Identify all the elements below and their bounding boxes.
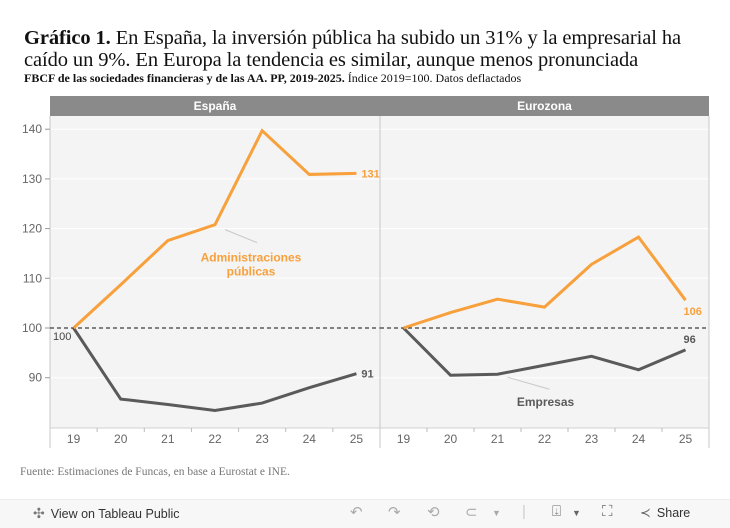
title-text: En España, la inversión pública ha subid… xyxy=(24,27,682,71)
x-tick-label: 24 xyxy=(303,432,317,446)
source-note: Fuente: Estimaciones de Funcas, en base … xyxy=(20,466,290,478)
share-button[interactable]: ≺ Share xyxy=(640,505,690,521)
tableau-logo-icon: ✣ xyxy=(33,505,45,521)
x-tick-label: 22 xyxy=(538,432,552,446)
refresh-dropdown-icon[interactable]: ▼ xyxy=(492,508,501,518)
panel-header xyxy=(50,96,380,116)
view-on-tableau-link[interactable]: ✣ View on Tableau Public xyxy=(33,505,180,522)
share-icon: ≺ xyxy=(640,505,651,520)
y-tick-label: 110 xyxy=(23,271,42,285)
tableau-toolbar: ✣ View on Tableau Public ↶ ↷ ⟲ ⊂ ▼ | ⍗ ▼… xyxy=(0,499,730,528)
panel-header xyxy=(380,96,709,116)
y-tick-label: 130 xyxy=(22,172,42,186)
annotation-leader-line xyxy=(224,229,258,244)
end-value-label: 96 xyxy=(684,334,696,346)
series-annotation-label: Administraciones xyxy=(201,251,302,265)
end-value-label: 91 xyxy=(361,369,373,381)
x-tick-label: 21 xyxy=(491,432,505,446)
x-tick-label: 20 xyxy=(114,432,128,446)
toolbar-divider: | xyxy=(522,503,526,520)
series-annotation-label: públicas xyxy=(227,265,276,279)
fullscreen-icon[interactable]: ⛶ xyxy=(602,503,613,520)
chart-subtitle: FBCF de las sociedades financieras y de … xyxy=(24,71,714,85)
x-tick-label: 22 xyxy=(208,432,222,446)
chart-title: Gráfico 1. En España, la inversión públi… xyxy=(24,27,714,71)
subtitle-text: Índice 2019=100. Datos deflactados xyxy=(344,71,522,85)
title-bold: Gráfico 1. xyxy=(24,27,111,49)
download-icon[interactable]: ⍗ xyxy=(552,503,562,520)
series-line-empresas xyxy=(72,327,357,413)
x-tick-label: 21 xyxy=(161,432,175,446)
series-annotation-label: Empresas xyxy=(517,395,575,409)
x-tick-label: 20 xyxy=(444,432,458,446)
series-line-empresas xyxy=(402,326,687,377)
start-value-label: 100 xyxy=(53,331,71,343)
subtitle-bold: FBCF de las sociedades financieras y de … xyxy=(24,71,345,85)
plot-pane xyxy=(380,116,709,428)
end-value-label: 131 xyxy=(361,168,379,180)
chart-area: España 19 20 21 22 23 24 25 90 100 110 120 130 140 91 1… xyxy=(22,96,710,448)
share-label: Share xyxy=(656,506,691,520)
panel-header-label: España xyxy=(194,99,237,113)
end-value-label: 106 xyxy=(684,306,702,318)
chart-title-block: Gráfico 1. En España, la inversión públi… xyxy=(24,27,714,85)
undo-icon[interactable]: ↶ xyxy=(350,504,363,521)
y-tick-label: 90 xyxy=(29,371,43,385)
redo-icon[interactable]: ↷ xyxy=(388,504,401,521)
x-tick-label: 19 xyxy=(67,432,81,446)
series-line-administraciones xyxy=(72,128,357,330)
view-on-tableau-label: View on Tableau Public xyxy=(50,506,180,521)
revert-icon[interactable]: ⟲ xyxy=(427,504,440,521)
y-tick-label: 140 xyxy=(22,122,42,136)
refresh-icon[interactable]: ⊂ xyxy=(465,504,478,521)
y-tick-label: 120 xyxy=(22,222,42,236)
x-tick-label: 25 xyxy=(350,432,364,446)
x-tick-label: 23 xyxy=(255,432,269,446)
series-line-administraciones xyxy=(403,235,687,330)
x-tick-label: 19 xyxy=(397,432,411,446)
y-tick-label: 100 xyxy=(22,321,42,335)
annotation-leader-line xyxy=(507,376,550,390)
x-tick-label: 23 xyxy=(585,432,599,446)
download-dropdown-icon[interactable]: ▼ xyxy=(572,508,581,518)
x-tick-label: 24 xyxy=(632,432,646,446)
x-tick-label: 25 xyxy=(679,432,693,446)
panel-header-label: Eurozona xyxy=(517,99,572,113)
